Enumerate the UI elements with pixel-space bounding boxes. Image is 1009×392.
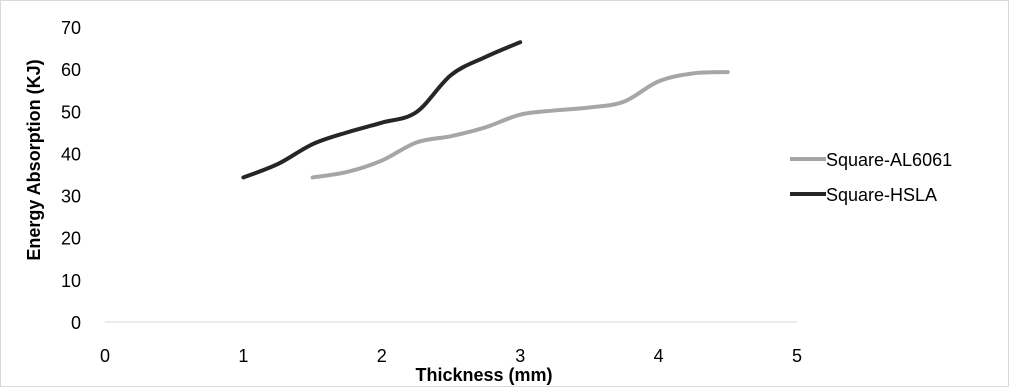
- y-axis-title: Energy Absorption (KJ): [24, 59, 44, 260]
- x-tick-label: 1: [238, 346, 248, 366]
- y-tick-label: 40: [61, 144, 81, 164]
- y-tick-label: 60: [61, 60, 81, 80]
- x-tick-label: 3: [515, 346, 525, 366]
- series-line-square-al6061: [310, 70, 730, 180]
- x-tick-label: 4: [654, 346, 664, 366]
- x-tick-label: 2: [377, 346, 387, 366]
- y-tick-label: 0: [71, 313, 81, 333]
- axes: 0 10 20 30 40 50 60 70 0 1 2 3 4 5: [61, 18, 802, 366]
- legend: Square-AL6061 Square-HSLA: [790, 150, 952, 205]
- series-layer: [241, 40, 730, 180]
- y-tick-label: 50: [61, 102, 81, 122]
- x-axis-title: Thickness (mm): [415, 365, 552, 385]
- x-tick-label: 0: [100, 346, 110, 366]
- y-tick-label: 10: [61, 271, 81, 291]
- y-tick-label: 70: [61, 18, 81, 38]
- legend-label: Square-AL6061: [826, 150, 952, 170]
- legend-label: Square-HSLA: [826, 185, 937, 205]
- y-tick-label: 30: [61, 187, 81, 207]
- x-tick-label: 5: [792, 346, 802, 366]
- series-line-square-hsla: [241, 40, 523, 180]
- y-tick-label: 20: [61, 229, 81, 249]
